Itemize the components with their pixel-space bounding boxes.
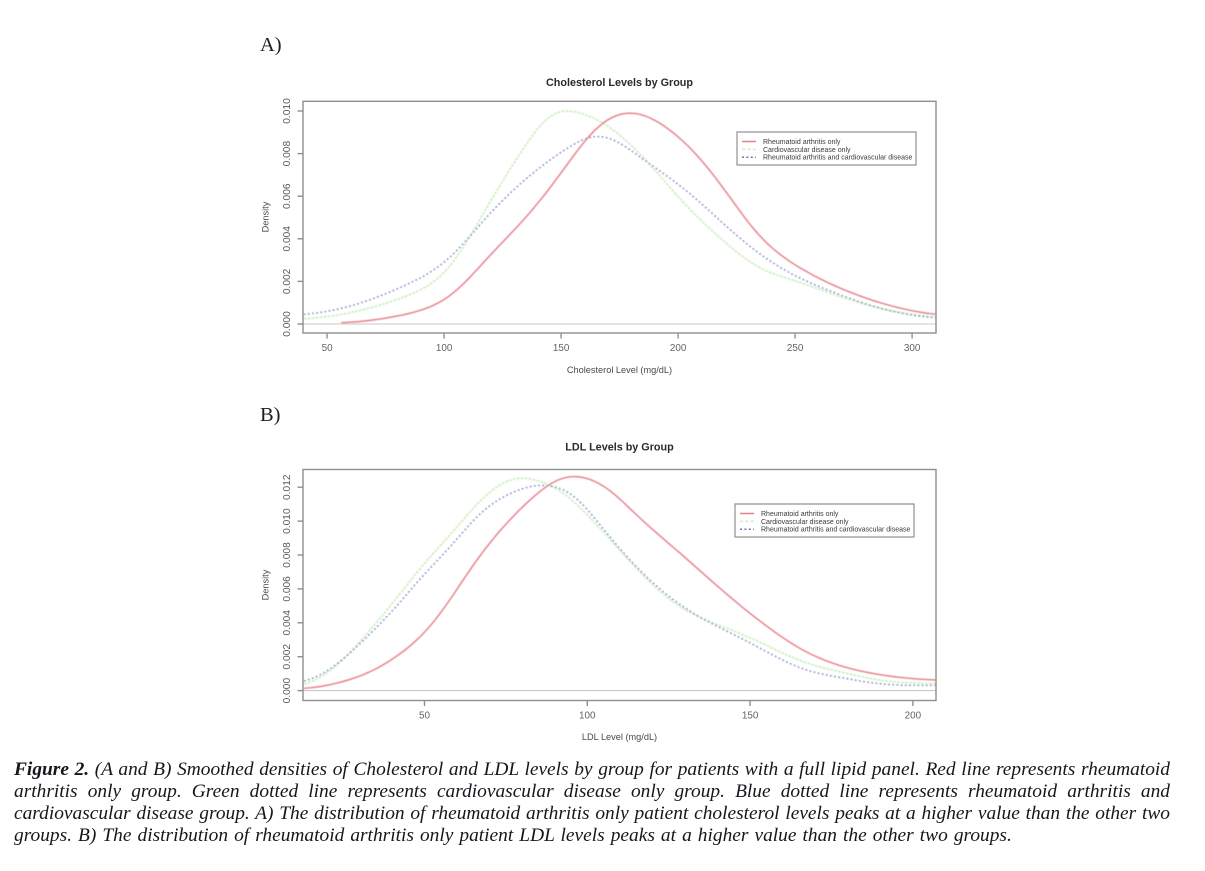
- svg-text:150: 150: [553, 343, 570, 354]
- svg-text:0.010: 0.010: [282, 98, 293, 124]
- svg-text:Cardiovascular disease only: Cardiovascular disease only: [761, 519, 849, 526]
- svg-text:Rheumatoid arthritis and cardi: Rheumatoid arthritis and cardiovascular …: [761, 527, 911, 534]
- svg-text:300: 300: [904, 343, 921, 354]
- svg-text:0.000: 0.000: [282, 678, 293, 704]
- svg-text:0.002: 0.002: [282, 268, 293, 294]
- svg-text:0.012: 0.012: [282, 474, 293, 500]
- svg-text:0.004: 0.004: [282, 226, 293, 252]
- svg-text:50: 50: [419, 711, 430, 722]
- svg-text:200: 200: [905, 711, 922, 722]
- svg-text:150: 150: [742, 711, 759, 722]
- svg-text:Rheumatoid arthritis and cardi: Rheumatoid arthritis and cardiovascular …: [763, 155, 913, 162]
- svg-text:200: 200: [670, 343, 687, 354]
- svg-text:Rheumatoid arthritis only: Rheumatoid arthritis only: [761, 511, 839, 518]
- svg-text:Rheumatoid arthritis only: Rheumatoid arthritis only: [763, 139, 841, 146]
- svg-text:Cardiovascular disease only: Cardiovascular disease only: [763, 147, 851, 154]
- svg-text:0.010: 0.010: [282, 508, 293, 534]
- svg-text:Density: Density: [261, 569, 271, 600]
- svg-text:50: 50: [322, 343, 333, 354]
- svg-text:Cholesterol Level (mg/dL): Cholesterol Level (mg/dL): [567, 365, 672, 375]
- svg-text:Density: Density: [261, 201, 271, 232]
- svg-text:0.004: 0.004: [282, 610, 293, 636]
- svg-text:0.008: 0.008: [282, 141, 293, 167]
- svg-text:100: 100: [436, 343, 453, 354]
- svg-text:Cholesterol Levels by Group: Cholesterol Levels by Group: [546, 77, 693, 89]
- svg-text:0.000: 0.000: [282, 311, 293, 337]
- svg-text:0.006: 0.006: [282, 576, 293, 602]
- svg-text:LDL Levels by Group: LDL Levels by Group: [565, 441, 674, 453]
- svg-text:250: 250: [787, 343, 804, 354]
- svg-text:LDL Level (mg/dL): LDL Level (mg/dL): [582, 732, 657, 742]
- svg-text:100: 100: [579, 711, 596, 722]
- svg-text:0.002: 0.002: [282, 644, 293, 670]
- svg-text:0.006: 0.006: [282, 183, 293, 209]
- svg-text:0.008: 0.008: [282, 542, 293, 568]
